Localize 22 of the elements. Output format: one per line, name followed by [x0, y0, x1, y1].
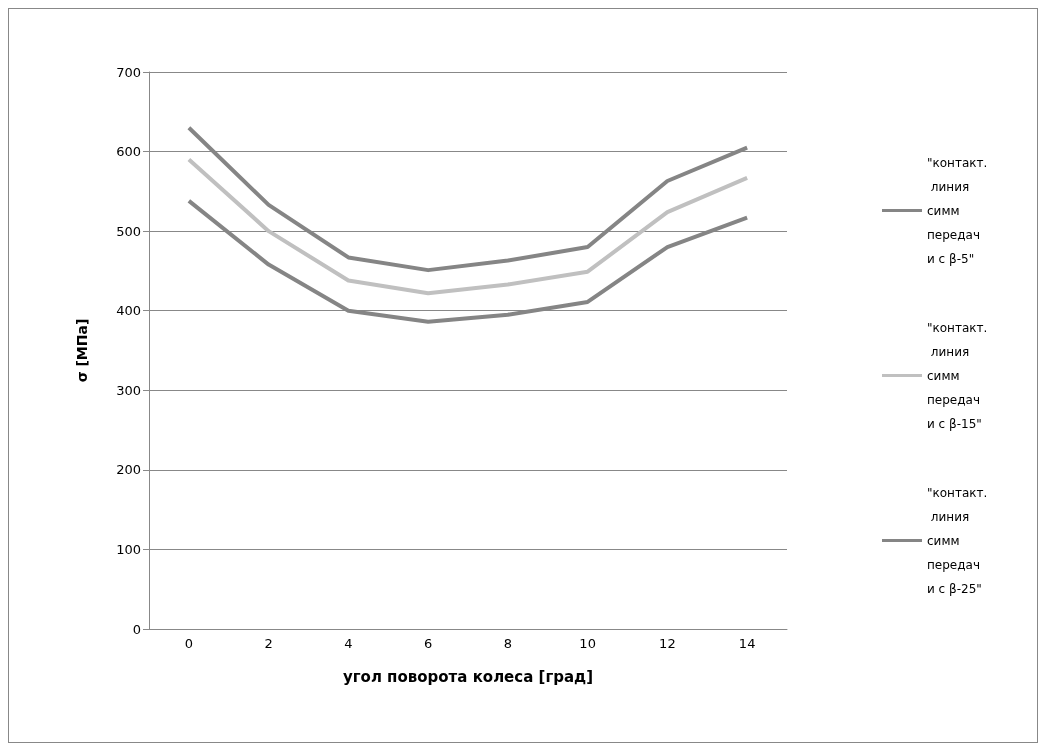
legend-label: "контакт. линия симм передачи с β-5": [927, 155, 988, 266]
x-tick-label: 10: [579, 636, 596, 651]
x-tick-label: 14: [738, 636, 756, 651]
x-tick-label: 6: [423, 636, 433, 651]
y-tick-label: 700: [116, 64, 141, 80]
legend-label: "контакт. линия симм передачи с β-15": [927, 320, 988, 431]
line-series: [186, 157, 750, 296]
x-tick-label: 2: [264, 636, 273, 651]
y-tick-label: 600: [116, 144, 141, 160]
x-tick-label: 8: [503, 636, 513, 651]
x-axis-title: угол поворота колеса [град]: [342, 667, 594, 686]
y-tick-label: 200: [116, 462, 141, 478]
x-tick-label: 4: [344, 636, 353, 651]
y-tick-label: 0: [132, 621, 141, 637]
x-tick-label: 0: [184, 636, 194, 651]
y-tick-label: 500: [116, 223, 141, 239]
y-tick-label: 300: [116, 382, 141, 398]
y-tick-label: 400: [116, 303, 141, 319]
y-axis-title: σ [МПа]: [74, 318, 90, 383]
x-tick-label: 12: [659, 636, 676, 651]
legend-label: "контакт. линия симм передачи с β-25": [927, 485, 988, 596]
y-tick-label: 100: [116, 541, 141, 557]
